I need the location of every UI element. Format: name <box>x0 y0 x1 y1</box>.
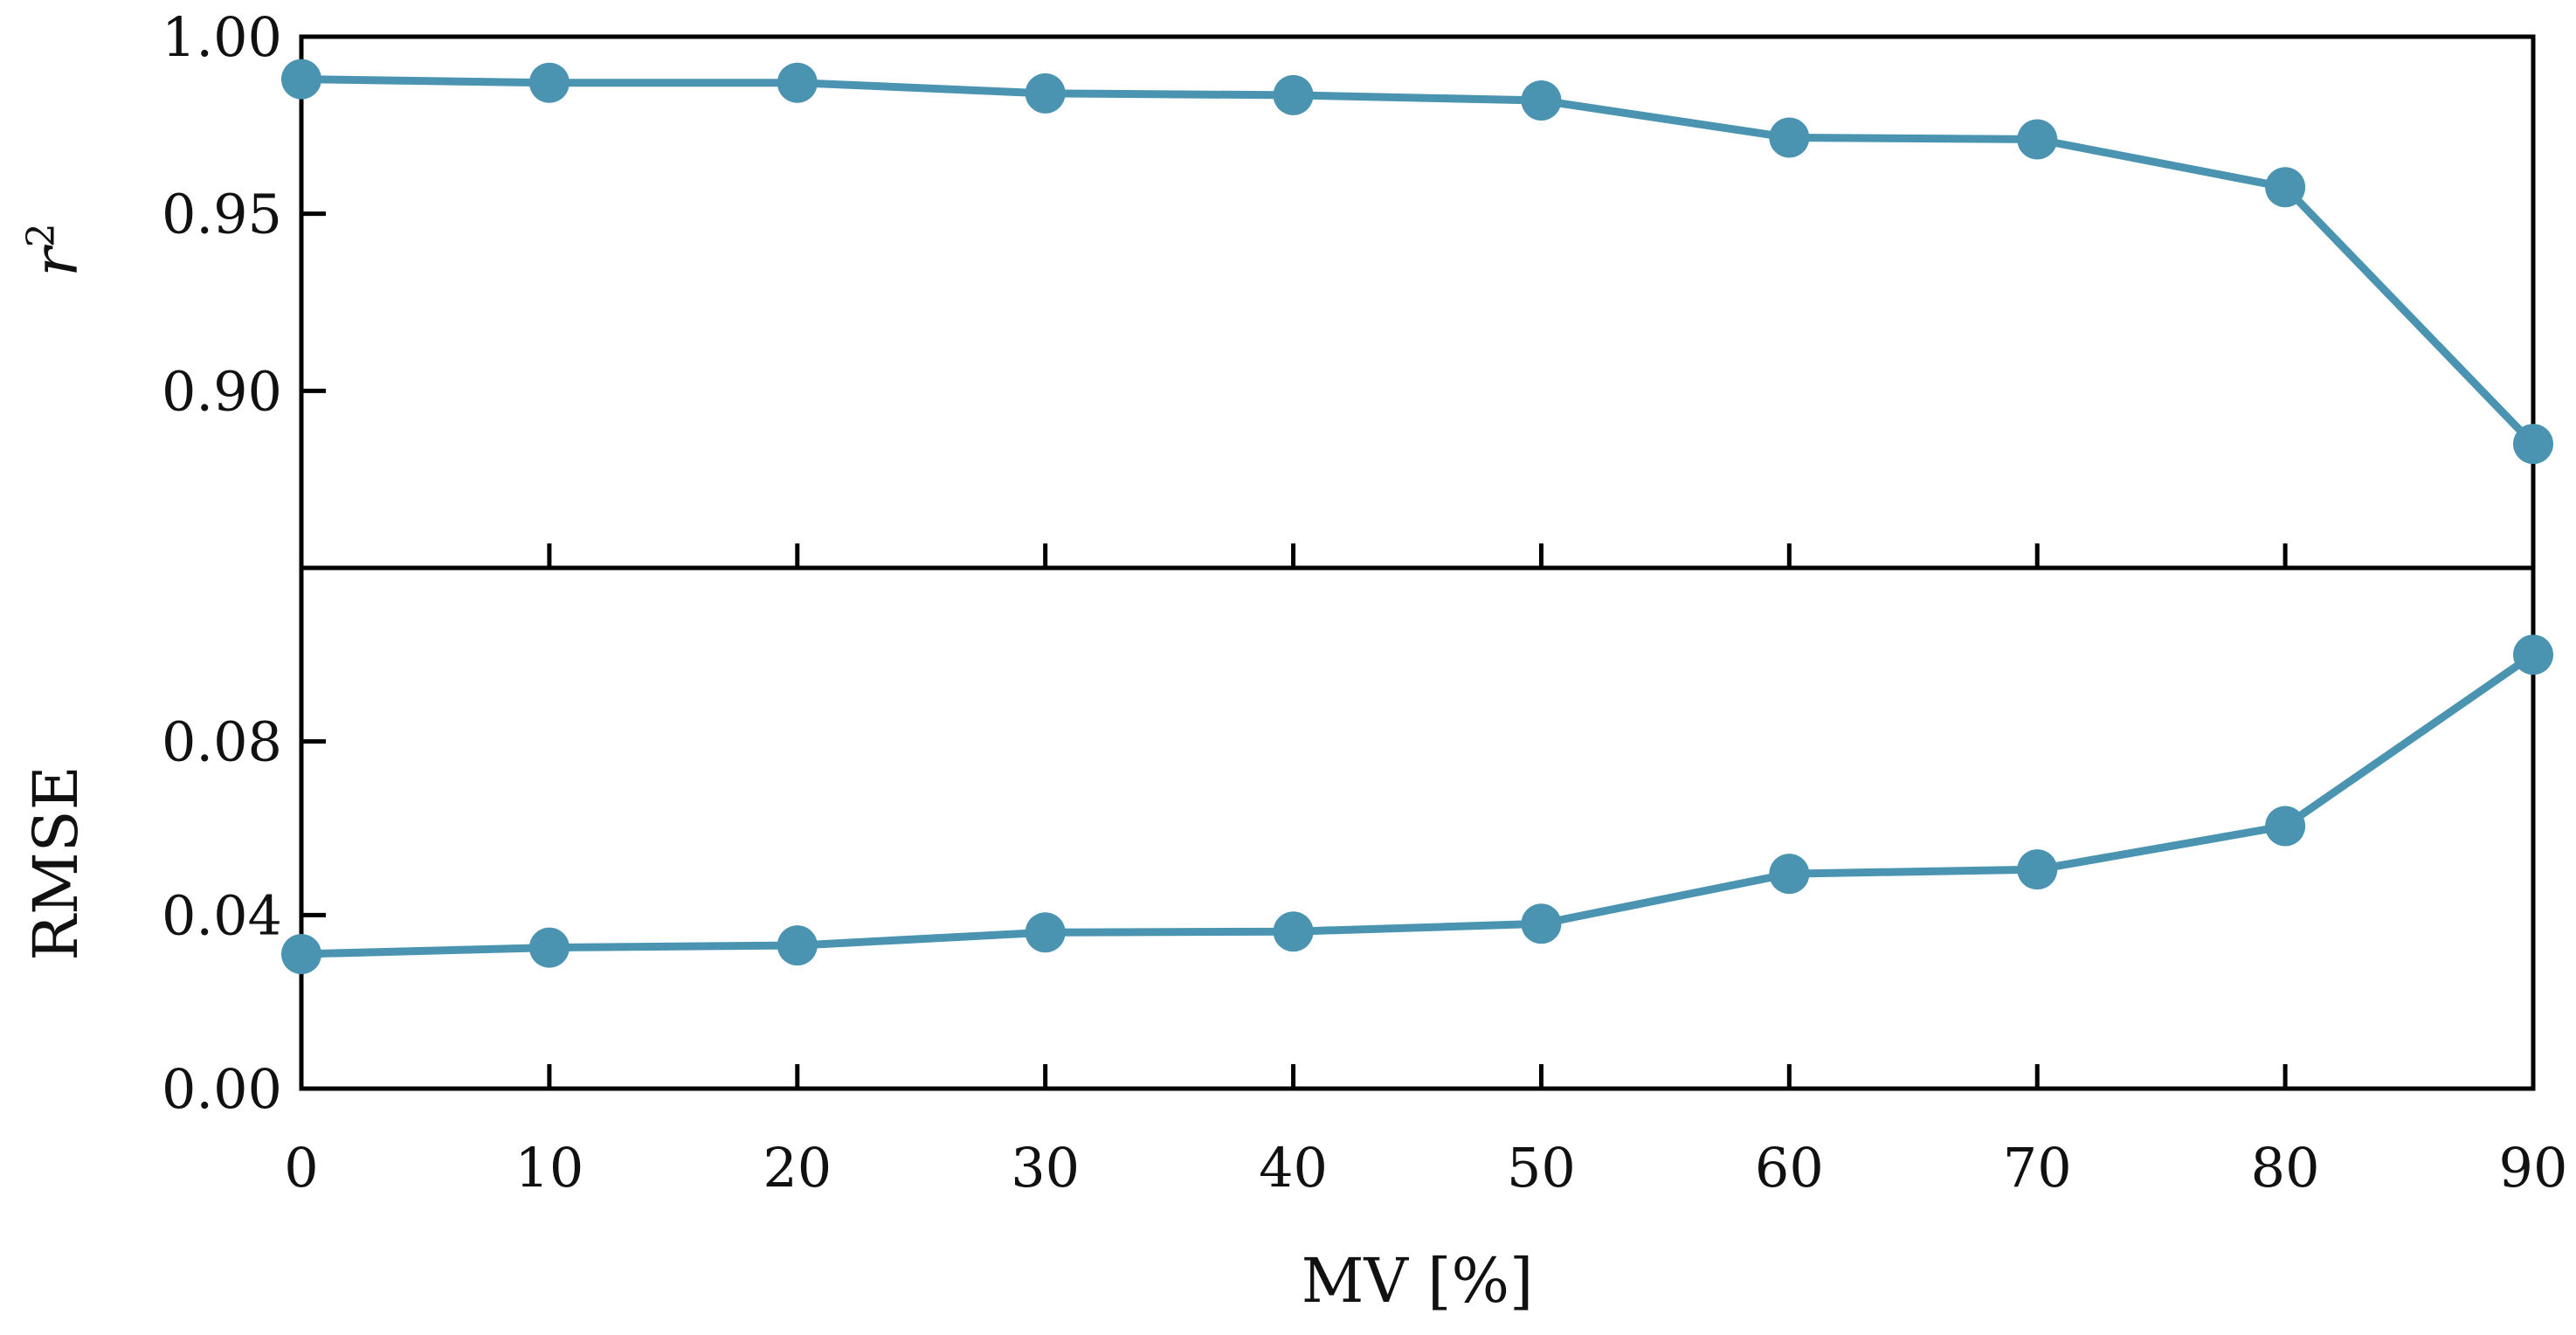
r2-axis-label-base: r <box>20 245 92 277</box>
r2-data-point <box>2017 119 2058 160</box>
r2-y-tick-label: 0.95 <box>162 183 282 246</box>
r2-axis-label: r2 <box>19 223 92 276</box>
rmse-y-tick-label: 0.04 <box>162 883 282 947</box>
rmse-panel-frame <box>299 565 2536 1091</box>
r2-data-point <box>2513 424 2553 465</box>
r2-data-point <box>281 59 321 100</box>
x-tick-label: 80 <box>2251 1136 2320 1200</box>
rmse-data-point <box>528 927 570 968</box>
rmse-data-point <box>281 934 321 975</box>
r2-data-point <box>1521 80 1562 121</box>
x-ticks: 0 10 20 30 40 50 60 70 80 90 <box>284 543 2567 1200</box>
r2-panel: 1.00 0.95 0.90 r2 <box>19 5 2553 571</box>
r2-series-line <box>300 75 2537 447</box>
rmse-series <box>281 634 2553 975</box>
rmse-data-point <box>1273 911 1314 952</box>
r2-series <box>281 59 2553 465</box>
r2-axis-label-superscript: 2 <box>19 223 64 247</box>
r2-data-point <box>1273 74 1314 115</box>
x-tick-label: 20 <box>763 1136 832 1200</box>
rmse-data-point <box>2265 806 2306 847</box>
rmse-y-tick-label: 0.00 <box>162 1057 282 1121</box>
r2-y-tick-label: 0.90 <box>162 359 282 423</box>
r2-data-point <box>1025 73 1066 114</box>
rmse-axis-label: RMSE <box>20 765 92 960</box>
x-tick-label: 90 <box>2499 1136 2568 1200</box>
r2-data-point <box>777 62 818 103</box>
rmse-data-point <box>1025 912 1066 953</box>
x-tick-label: 70 <box>2003 1136 2072 1200</box>
rmse-data-point <box>777 925 818 966</box>
x-tick-label: 0 <box>284 1136 318 1200</box>
r2-data-point <box>2265 167 2306 208</box>
r2-panel-frame <box>299 34 2536 571</box>
rmse-data-point <box>1521 903 1562 944</box>
rmse-data-point <box>2017 849 2058 890</box>
r2-y-ticks: 1.00 0.95 0.90 <box>162 5 326 423</box>
rmse-series-line <box>300 651 2536 958</box>
rmse-panel: 0.08 0.04 0.00 RMSE <box>20 565 2553 1121</box>
r2-y-tick-label: 1.00 <box>162 5 282 69</box>
x-axis-label: MV [%] <box>1302 1245 1534 1317</box>
r2-data-point <box>528 62 570 103</box>
x-axis: 0 10 20 30 40 50 60 70 80 90 MV [%] <box>284 543 2567 1317</box>
x-tick-label: 10 <box>515 1136 584 1200</box>
rmse-data-point <box>2513 634 2553 675</box>
rmse-data-point <box>1769 854 1810 895</box>
x-tick-label: 60 <box>1755 1136 1824 1200</box>
rmse-y-tick-label: 0.08 <box>162 710 282 774</box>
x-tick-label: 30 <box>1011 1136 1080 1200</box>
r2-data-point <box>1769 117 1810 158</box>
x-tick-label: 40 <box>1259 1136 1328 1200</box>
x-tick-label: 50 <box>1507 1136 1576 1200</box>
rmse-y-ticks: 0.08 0.04 0.00 <box>162 710 326 1121</box>
